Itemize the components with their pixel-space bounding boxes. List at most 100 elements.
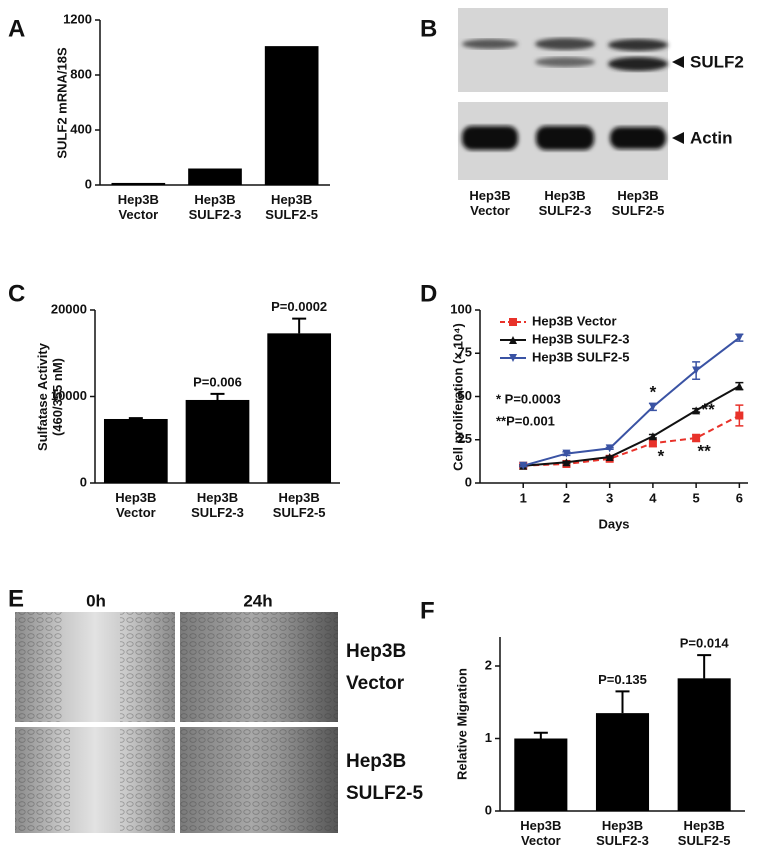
bar: [185, 399, 250, 483]
legend-label: Hep3B SULF2-3: [532, 331, 630, 346]
significance-mark: **: [698, 442, 712, 461]
error-bar: [292, 317, 307, 334]
point: [509, 318, 517, 326]
legend-label: Hep3B Vector: [532, 313, 617, 328]
error-bar: [615, 690, 630, 714]
western-blot: [458, 8, 684, 180]
wound-images: [15, 612, 338, 833]
y-axis-label: SULF2 mRNA/18S: [54, 46, 70, 159]
point: [692, 434, 701, 443]
x-tick-label: 5: [693, 490, 700, 505]
row-label: Hep3B Vector: [346, 641, 407, 694]
x-tick-label: Hep3B SULF2-5: [272, 490, 326, 520]
bar: [595, 713, 650, 811]
x-tick-label: Hep3B Vector: [115, 490, 157, 520]
lane-label: Hep3B SULF2-3: [538, 188, 592, 218]
bar: [188, 168, 242, 185]
y-axis-label: Relative Migration: [454, 668, 470, 780]
point: [735, 382, 744, 391]
p-value-label: P=0.006: [193, 374, 242, 389]
y-tick-label: 100: [450, 301, 472, 316]
point: [562, 449, 571, 458]
annotation: * P=0.0003: [496, 391, 561, 406]
p-value-label: P=0.0002: [271, 299, 327, 314]
y-tick-label: 1200: [63, 11, 92, 26]
y-tick-label: 0: [80, 474, 87, 489]
point: [509, 336, 517, 344]
x-tick-label: 4: [649, 490, 657, 505]
panel-letter: A: [8, 15, 25, 42]
point: [562, 458, 571, 467]
lane-label: Hep3B Vector: [469, 188, 511, 218]
error-bar: [533, 731, 548, 739]
panel-letter: C: [8, 280, 25, 307]
series-line: [522, 336, 740, 467]
y-tick-label: 75: [458, 345, 472, 360]
panel-letter: E: [8, 585, 24, 612]
point: [509, 354, 517, 362]
series-line: [523, 385, 740, 467]
point: [735, 411, 744, 420]
point: [735, 333, 744, 342]
p-value-label: P=0.014: [680, 636, 730, 651]
point: [648, 432, 657, 441]
legend-label: Hep3B SULF2-5: [532, 349, 630, 364]
error-bar: [128, 417, 143, 420]
y-tick-label: 0: [85, 176, 92, 191]
bar: [267, 333, 332, 483]
x-tick-label: 1: [520, 490, 527, 505]
significance-mark: **: [702, 400, 716, 419]
x-tick-label: 6: [736, 490, 743, 505]
series-line: [523, 414, 740, 467]
y-axis-label: Sulfatase Activity (460/355 nM): [35, 342, 65, 451]
y-tick-label: 50: [458, 388, 472, 403]
point: [605, 444, 614, 453]
bar: [514, 738, 568, 811]
x-tick-label: Hep3B SULF2-5: [677, 818, 731, 848]
band-label: Actin: [690, 128, 733, 147]
bar: [677, 678, 731, 811]
x-tick-label: Hep3B SULF2-3: [191, 490, 244, 520]
x-tick-label: 3: [606, 490, 613, 505]
x-tick-label: Hep3B SULF2-3: [188, 192, 242, 222]
panel-letter: F: [420, 597, 435, 624]
panel-letter: B: [420, 15, 437, 42]
band-label: SULF2: [690, 52, 744, 71]
bar: [264, 46, 319, 185]
y-tick-label: 20000: [51, 301, 87, 316]
significance-mark: *: [658, 447, 665, 466]
panel-letter: D: [420, 280, 437, 307]
x-tick-label: 2: [563, 490, 570, 505]
point: [648, 439, 657, 448]
x-tick-label: Hep3B SULF2-5: [265, 192, 319, 222]
significance-mark: *: [650, 382, 657, 401]
y-tick-label: 2: [485, 657, 492, 672]
y-tick-label: 10000: [51, 388, 87, 403]
p-value-label: P=0.135: [598, 672, 647, 687]
error-bar: [210, 392, 225, 400]
x-tick-label: Hep3B Vector: [520, 818, 562, 848]
point: [605, 453, 614, 462]
point: [692, 366, 701, 375]
point: [519, 461, 528, 470]
error-bar: [697, 654, 712, 679]
y-tick-label: 25: [458, 431, 472, 446]
lane-label: Hep3B SULF2-5: [611, 188, 665, 218]
y-axis-label: Cell proliferation (× 10⁴): [450, 322, 466, 471]
time-label: 0h: [86, 591, 106, 610]
row-label: Hep3B SULF2-5: [346, 751, 424, 804]
y-tick-label: 0: [485, 802, 492, 817]
y-tick-label: 400: [70, 121, 92, 136]
y-tick-label: 1: [485, 730, 492, 745]
annotation: **P=0.001: [496, 413, 555, 428]
point: [692, 406, 701, 415]
time-label: 24h: [243, 591, 272, 610]
point: [648, 402, 657, 411]
bar: [111, 182, 166, 185]
y-tick-label: 800: [70, 66, 92, 81]
x-tick-label: Hep3B SULF2-3: [596, 818, 649, 848]
bar: [103, 418, 168, 483]
x-axis-label: Days: [598, 516, 629, 531]
